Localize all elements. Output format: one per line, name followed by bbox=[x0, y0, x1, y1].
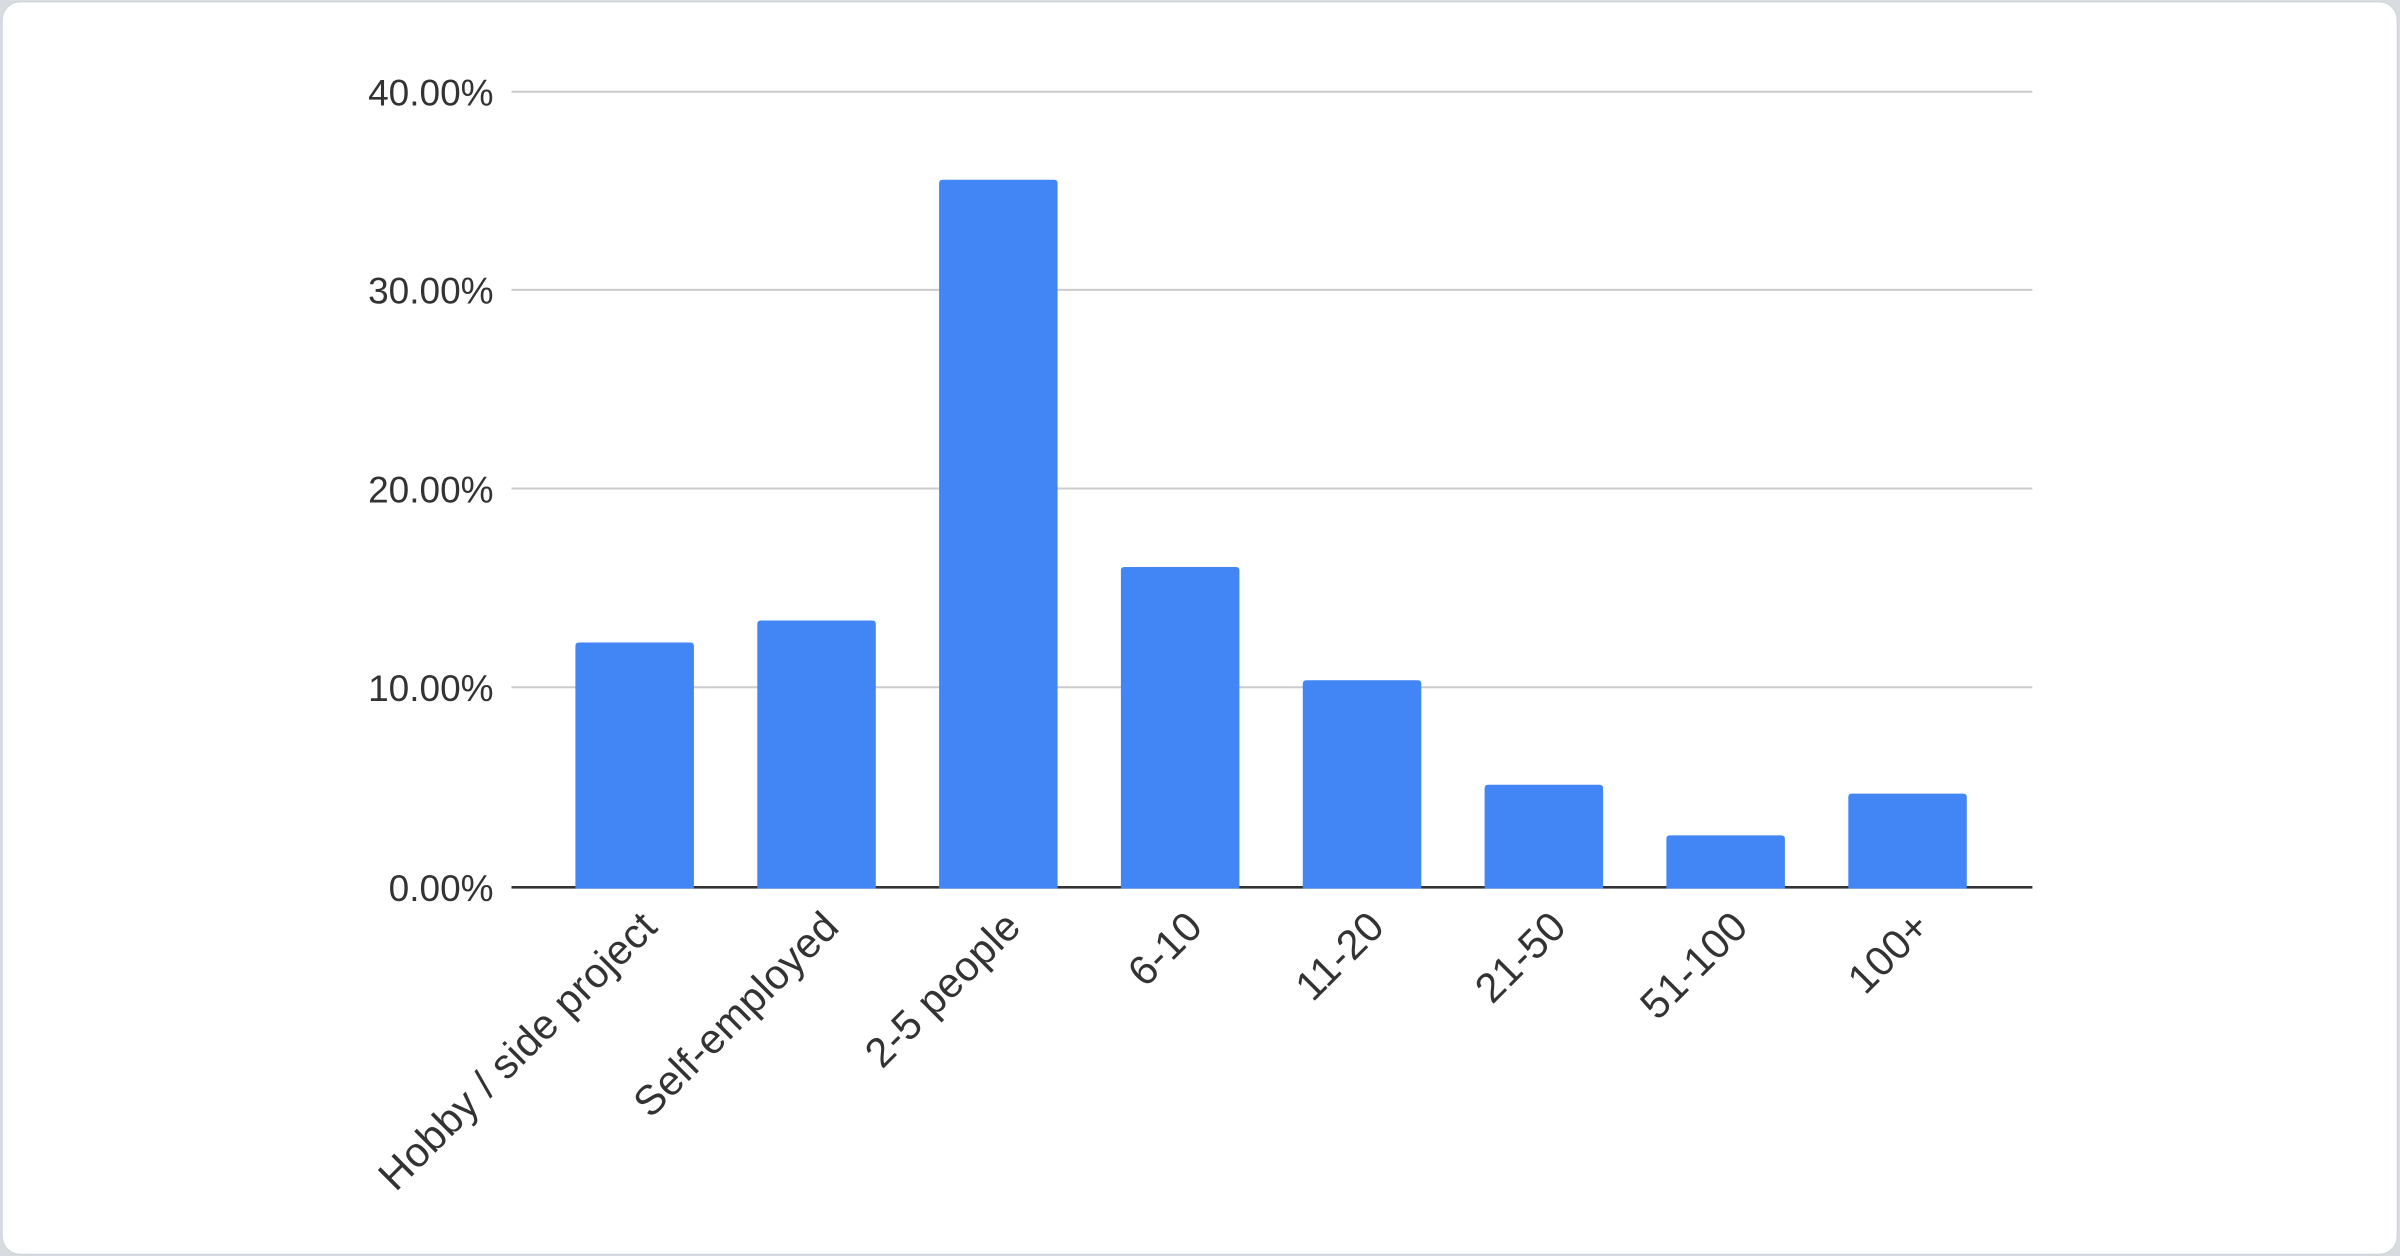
svg-text:10.00%: 10.00% bbox=[368, 668, 494, 709]
svg-text:20.00%: 20.00% bbox=[368, 470, 494, 511]
svg-text:40.00%: 40.00% bbox=[368, 73, 494, 114]
svg-text:0.00%: 0.00% bbox=[389, 868, 494, 909]
svg-text:30.00%: 30.00% bbox=[368, 271, 494, 312]
